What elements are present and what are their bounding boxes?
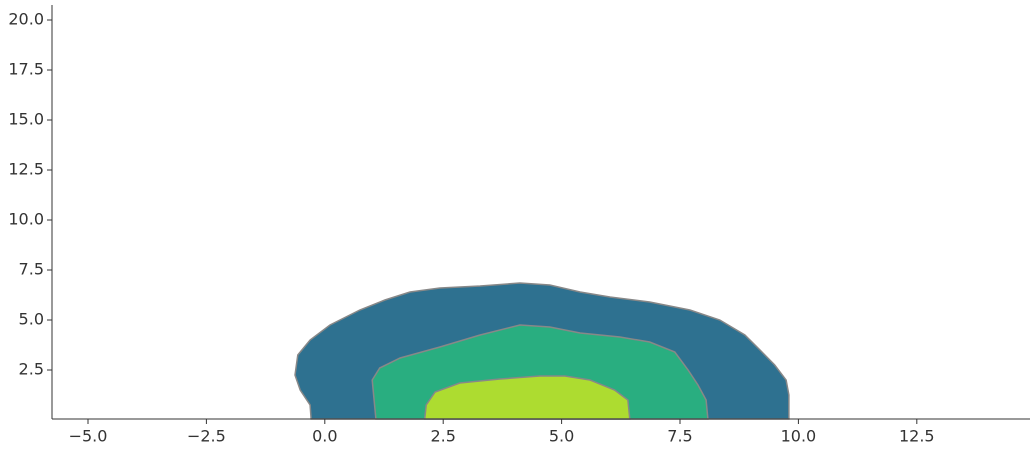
x-tick-label: 5.0 xyxy=(549,427,574,446)
y-tick-label: 7.5 xyxy=(19,260,44,279)
x-tick-label: 7.5 xyxy=(667,427,692,446)
y-tick-label: 12.5 xyxy=(8,160,44,179)
y-tick-label: 5.0 xyxy=(19,310,44,329)
contour-level xyxy=(423,375,631,420)
y-tick-label: 20.0 xyxy=(8,10,44,29)
y-tick-label: 10.0 xyxy=(8,210,44,229)
y-tick-label: 17.5 xyxy=(8,60,44,79)
y-tick-label: 2.5 xyxy=(19,360,44,379)
x-tick-label: −5.0 xyxy=(69,427,108,446)
x-tick-label: 10.0 xyxy=(781,427,817,446)
x-tick-label: −2.5 xyxy=(187,427,226,446)
x-tick-label: 12.5 xyxy=(899,427,935,446)
x-tick-label: 2.5 xyxy=(430,427,455,446)
y-tick-label: 15.0 xyxy=(8,110,44,129)
x-tick-label: 0.0 xyxy=(312,427,337,446)
